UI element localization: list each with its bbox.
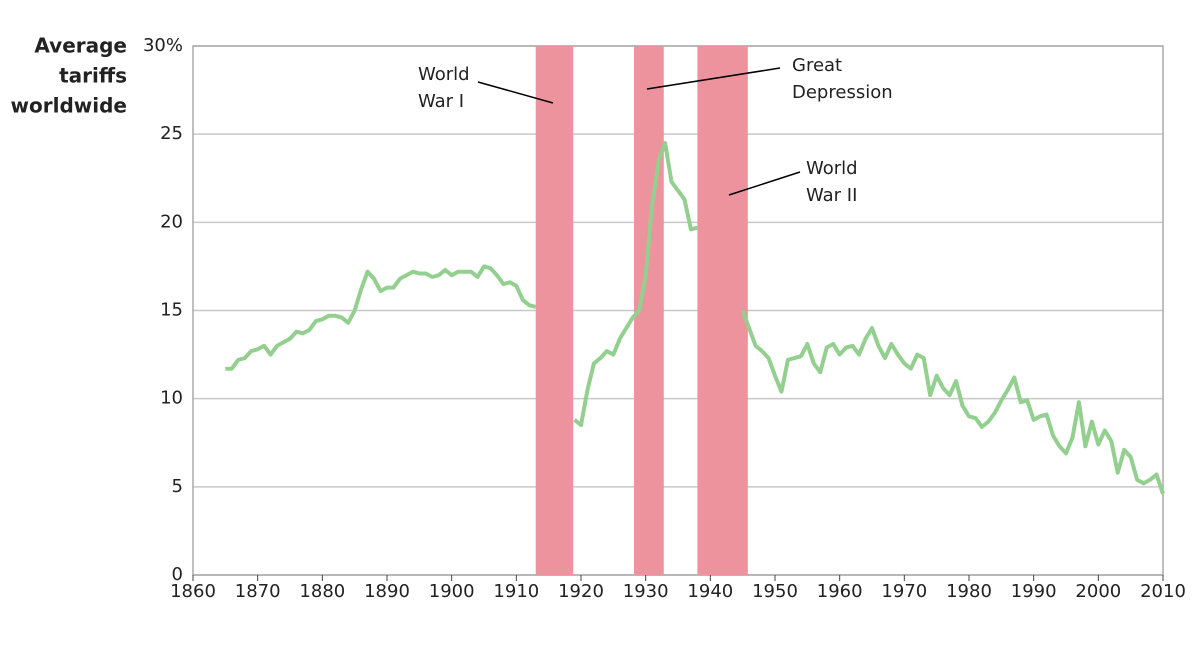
shaded-period [535,46,574,575]
x-tick-label: 1890 [364,581,410,602]
x-tick-label: 1920 [558,581,604,602]
y-axis-label: worldwide [11,94,127,118]
annotation-leader [646,67,781,90]
y-tick-label: 0 [172,564,183,585]
x-tick-label: 1970 [881,581,927,602]
y-tick-label: 25 [160,123,183,144]
annotation: World [418,64,470,85]
y-axis-label: tariffs [59,64,127,88]
x-tick-label: 1880 [299,581,345,602]
y-tick-label: 30% [143,35,183,56]
plot-frame [192,45,1164,576]
x-tick-label: 1930 [623,581,669,602]
y-axis-label: Average [34,34,127,58]
shaded-period [697,46,748,575]
y-tick-label: 15 [160,300,183,321]
x-tick-label: 1910 [493,581,539,602]
annotation: War II [806,185,857,206]
x-tick-label: 2000 [1075,581,1121,602]
annotation: Depression [792,82,893,103]
annotation-leader [477,81,554,104]
x-tick-label: 1860 [170,581,216,602]
x-tick-label: 1870 [235,581,281,602]
x-tick-label: 1980 [946,581,992,602]
x-tick-label: 1960 [817,581,863,602]
y-tick-label: 5 [172,476,183,497]
x-tick-label: 1940 [687,581,733,602]
annotation: World [806,158,858,179]
x-tick-label: 1950 [752,581,798,602]
y-tick-label: 10 [160,388,183,409]
tariff-line [225,140,1165,495]
annotation: War I [418,91,464,112]
x-tick-label: 1900 [429,581,475,602]
y-tick-label: 20 [160,211,183,232]
annotation: Great [792,55,842,76]
annotation-leader [728,171,801,196]
x-tick-label: 1990 [1011,581,1057,602]
x-tick-label: 2010 [1140,581,1186,602]
